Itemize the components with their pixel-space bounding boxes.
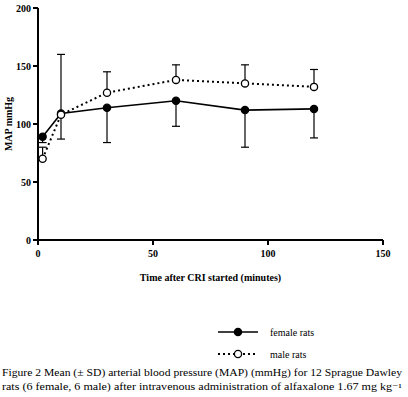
error-cap (310, 137, 318, 138)
y-tick (33, 65, 38, 67)
caption: Figure 2 Mean (± SD) arterial blood pres… (2, 367, 402, 379)
error-stem (244, 110, 245, 147)
data-point (310, 105, 317, 112)
data-point (172, 76, 179, 83)
data-point (241, 80, 248, 87)
legend-marker (234, 328, 241, 335)
y-tick-label: 0 (26, 235, 31, 246)
series-line (43, 101, 314, 137)
caption: rats (6 female, 6 male) after intravenou… (2, 381, 402, 393)
x-tick-label: 0 (36, 248, 41, 259)
error-bar (103, 108, 111, 143)
error-stem (106, 108, 107, 143)
data-point (172, 97, 179, 104)
y-tick-label: 100 (16, 119, 31, 130)
error-cap (241, 64, 249, 65)
error-cap (39, 142, 47, 143)
data-point (103, 89, 110, 96)
error-cap (103, 142, 111, 143)
data-point (57, 111, 64, 118)
data-point (103, 104, 110, 111)
data-point (39, 155, 46, 162)
error-stem (313, 109, 314, 138)
y-tick (33, 181, 38, 183)
x-tick (152, 240, 154, 245)
legend-entry: female rats (218, 327, 314, 338)
x-tick-label: 100 (261, 248, 276, 259)
legend-marker (234, 350, 241, 357)
y-axis-label: MAP mmHg (3, 97, 14, 151)
data-point (241, 106, 248, 113)
error-cap (310, 69, 318, 70)
y-tick-label: 200 (16, 3, 31, 14)
error-cap (57, 54, 65, 55)
error-cap (103, 71, 111, 72)
y-tick-label: 150 (16, 61, 31, 72)
error-cap (241, 147, 249, 148)
x-tick (37, 240, 39, 245)
legend-entry: male rats (218, 349, 306, 360)
x-tick-label: 50 (148, 248, 158, 259)
y-tick (33, 7, 38, 9)
error-cap (172, 64, 180, 65)
legend-label: female rats (270, 327, 314, 338)
error-stem (60, 54, 61, 114)
y-tick-label: 50 (21, 177, 31, 188)
error-bar (57, 54, 65, 114)
x-axis-label: Time after CRI started (minutes) (140, 272, 281, 284)
x-tick (382, 240, 384, 245)
x-axis (38, 239, 383, 241)
data-point (39, 133, 46, 140)
legend-label: male rats (270, 349, 306, 360)
plot-area (39, 54, 318, 162)
series-line (43, 80, 314, 159)
data-point (310, 83, 317, 90)
x-tick-label: 150 (376, 248, 391, 259)
error-cap (57, 138, 65, 139)
y-tick (33, 123, 38, 125)
error-cap (172, 126, 180, 127)
chart: 0 50 100 150 200 0 50 100 150 MAP mmHg Time after … (0, 0, 408, 397)
error-cap (39, 147, 47, 148)
x-tick (267, 240, 269, 245)
error-bar (241, 110, 249, 147)
error-bar (310, 109, 318, 138)
